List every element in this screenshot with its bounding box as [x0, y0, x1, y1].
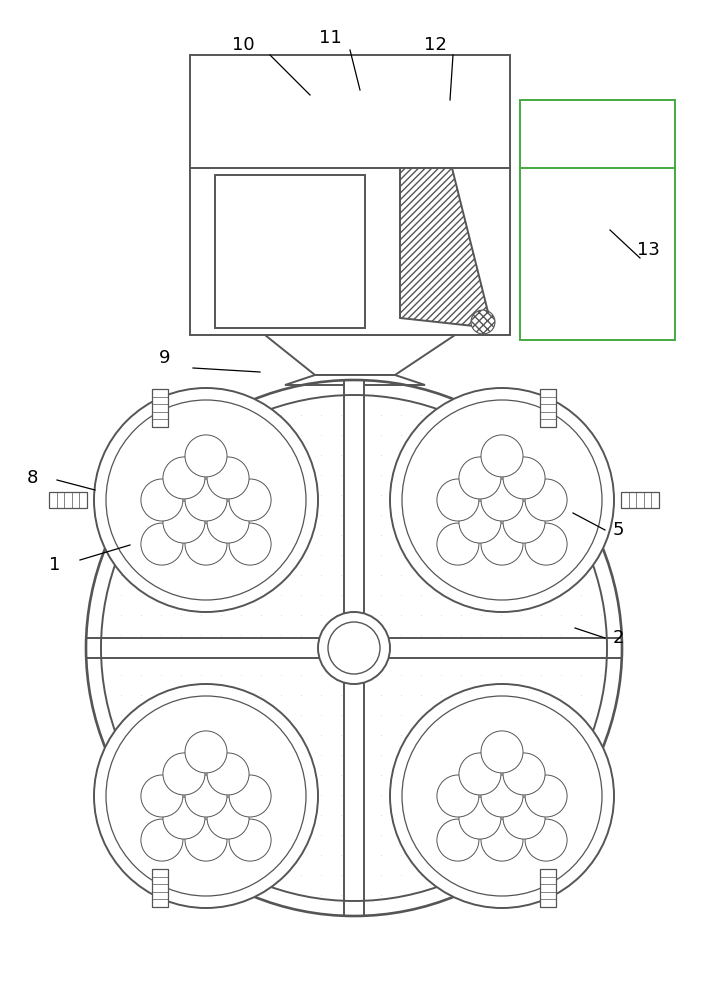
Circle shape — [481, 435, 523, 477]
Polygon shape — [540, 389, 556, 427]
Circle shape — [163, 753, 205, 795]
Bar — [520, 100, 675, 340]
Circle shape — [141, 775, 183, 817]
Circle shape — [141, 479, 183, 521]
Circle shape — [207, 457, 249, 499]
Polygon shape — [152, 389, 168, 427]
Circle shape — [459, 753, 501, 795]
Text: 5: 5 — [612, 521, 624, 539]
Circle shape — [207, 753, 249, 795]
Bar — [344, 380, 364, 916]
Text: 13: 13 — [636, 241, 659, 259]
Circle shape — [163, 797, 205, 839]
Circle shape — [141, 819, 183, 861]
Circle shape — [503, 457, 545, 499]
Circle shape — [503, 501, 545, 543]
Circle shape — [229, 775, 271, 817]
Circle shape — [94, 388, 318, 612]
Circle shape — [525, 775, 567, 817]
Text: 11: 11 — [319, 29, 341, 47]
Circle shape — [481, 731, 523, 773]
Text: 2: 2 — [612, 629, 624, 647]
Circle shape — [207, 797, 249, 839]
Polygon shape — [49, 492, 87, 508]
Circle shape — [229, 523, 271, 565]
Circle shape — [390, 388, 614, 612]
Circle shape — [390, 684, 614, 908]
Polygon shape — [621, 492, 659, 508]
Circle shape — [185, 775, 227, 817]
Bar — [190, 55, 510, 335]
Circle shape — [185, 435, 227, 477]
Circle shape — [185, 819, 227, 861]
Polygon shape — [285, 375, 425, 385]
Circle shape — [503, 753, 545, 795]
Circle shape — [481, 819, 523, 861]
Circle shape — [229, 819, 271, 861]
Polygon shape — [400, 168, 492, 328]
Circle shape — [525, 479, 567, 521]
Circle shape — [459, 457, 501, 499]
Circle shape — [437, 523, 479, 565]
Circle shape — [207, 501, 249, 543]
Circle shape — [318, 612, 390, 684]
Circle shape — [86, 380, 622, 916]
Circle shape — [481, 479, 523, 521]
Text: 9: 9 — [159, 349, 171, 367]
Circle shape — [437, 819, 479, 861]
Circle shape — [229, 479, 271, 521]
Circle shape — [471, 310, 495, 334]
Circle shape — [437, 775, 479, 817]
Circle shape — [185, 731, 227, 773]
Circle shape — [503, 797, 545, 839]
Text: 8: 8 — [26, 469, 38, 487]
Circle shape — [525, 523, 567, 565]
Circle shape — [525, 819, 567, 861]
Text: 1: 1 — [50, 556, 61, 574]
Circle shape — [94, 684, 318, 908]
Polygon shape — [265, 335, 455, 375]
Circle shape — [163, 457, 205, 499]
Circle shape — [481, 775, 523, 817]
Circle shape — [437, 479, 479, 521]
Bar — [215, 175, 365, 328]
Circle shape — [459, 501, 501, 543]
Circle shape — [185, 479, 227, 521]
Polygon shape — [152, 869, 168, 907]
Circle shape — [163, 501, 205, 543]
Circle shape — [481, 523, 523, 565]
Circle shape — [459, 797, 501, 839]
Bar — [86, 638, 622, 658]
Circle shape — [185, 523, 227, 565]
Polygon shape — [540, 869, 556, 907]
Text: 10: 10 — [232, 36, 254, 54]
Circle shape — [141, 523, 183, 565]
Text: 12: 12 — [423, 36, 447, 54]
